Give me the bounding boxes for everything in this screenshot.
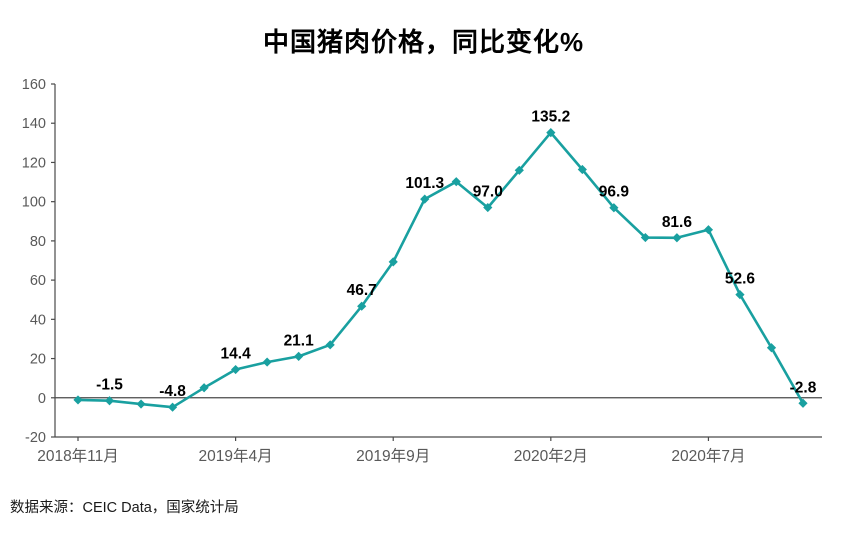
data-point-marker [640, 232, 650, 243]
y-tick-label: 40 [30, 312, 46, 328]
data-point-marker [577, 164, 587, 175]
y-tick-label: 120 [22, 155, 46, 171]
data-point-marker [420, 194, 430, 204]
x-tick-label: 2020年7月 [671, 447, 745, 465]
x-tick-label: 2020年2月 [514, 447, 588, 465]
x-tick-label: 2019年9月 [356, 447, 430, 465]
data-point-marker [136, 399, 146, 409]
x-tick-label: 2019年4月 [199, 447, 273, 465]
value-label: 52.6 [725, 271, 756, 288]
axes [54, 84, 822, 438]
value-label: 81.6 [662, 214, 693, 231]
data-point-marker [609, 203, 619, 213]
line-series [76, 131, 805, 409]
y-tick-label: 160 [22, 77, 46, 93]
x-axis: 2018年11月 2019年4月 2019年9月 2020年2月 2020年7月 [37, 437, 745, 465]
markers [73, 128, 808, 412]
data-point-marker [199, 383, 209, 393]
data-point-marker [798, 398, 808, 408]
data-point-marker [451, 177, 461, 187]
value-label: 101.3 [405, 175, 444, 192]
data-point-marker [357, 301, 367, 311]
y-axis: -20 0 20 40 60 80 100 120 140 160 [22, 77, 55, 446]
y-tick-label: 100 [22, 195, 46, 211]
value-label: 21.1 [284, 332, 315, 349]
data-point-marker [672, 233, 682, 243]
data-point-marker [546, 128, 556, 138]
y-tick-label: 20 [30, 352, 46, 368]
value-label: 135.2 [531, 109, 570, 126]
data-point-marker [325, 340, 335, 350]
value-label: 97.0 [473, 184, 503, 201]
y-tick-label: 0 [38, 391, 46, 407]
value-label: 14.4 [221, 346, 252, 363]
value-labels: -1.5 -4.8 14.4 21.1 46.7 101.3 97.0 135.2 96.9 81… [96, 109, 817, 401]
data-point-marker [514, 165, 524, 175]
value-label: -1.5 [96, 377, 123, 394]
data-point-marker [483, 202, 493, 213]
y-tick-label: 80 [30, 234, 46, 250]
y-tick-label: 60 [30, 273, 46, 289]
data-point-marker [73, 395, 83, 405]
value-label: 96.9 [599, 184, 630, 201]
data-point-marker [262, 357, 272, 367]
source-note: 数据来源：CEIC Data，国家统计局 [10, 500, 239, 516]
value-label: -4.8 [159, 383, 186, 400]
y-tick-label: -20 [25, 430, 46, 446]
x-tick-label: 2018年11月 [37, 447, 119, 465]
value-label: 46.7 [347, 282, 377, 299]
data-point-marker [703, 225, 714, 235]
data-point-marker [231, 364, 241, 375]
value-label: -2.8 [790, 379, 817, 396]
data-point-marker [167, 402, 178, 412]
chart-title: 中国猪肉价格，同比变化% [262, 27, 585, 57]
y-tick-label: 140 [22, 116, 46, 132]
data-point-marker [104, 396, 115, 406]
data-point-marker [766, 343, 777, 353]
data-point-marker [294, 351, 304, 361]
